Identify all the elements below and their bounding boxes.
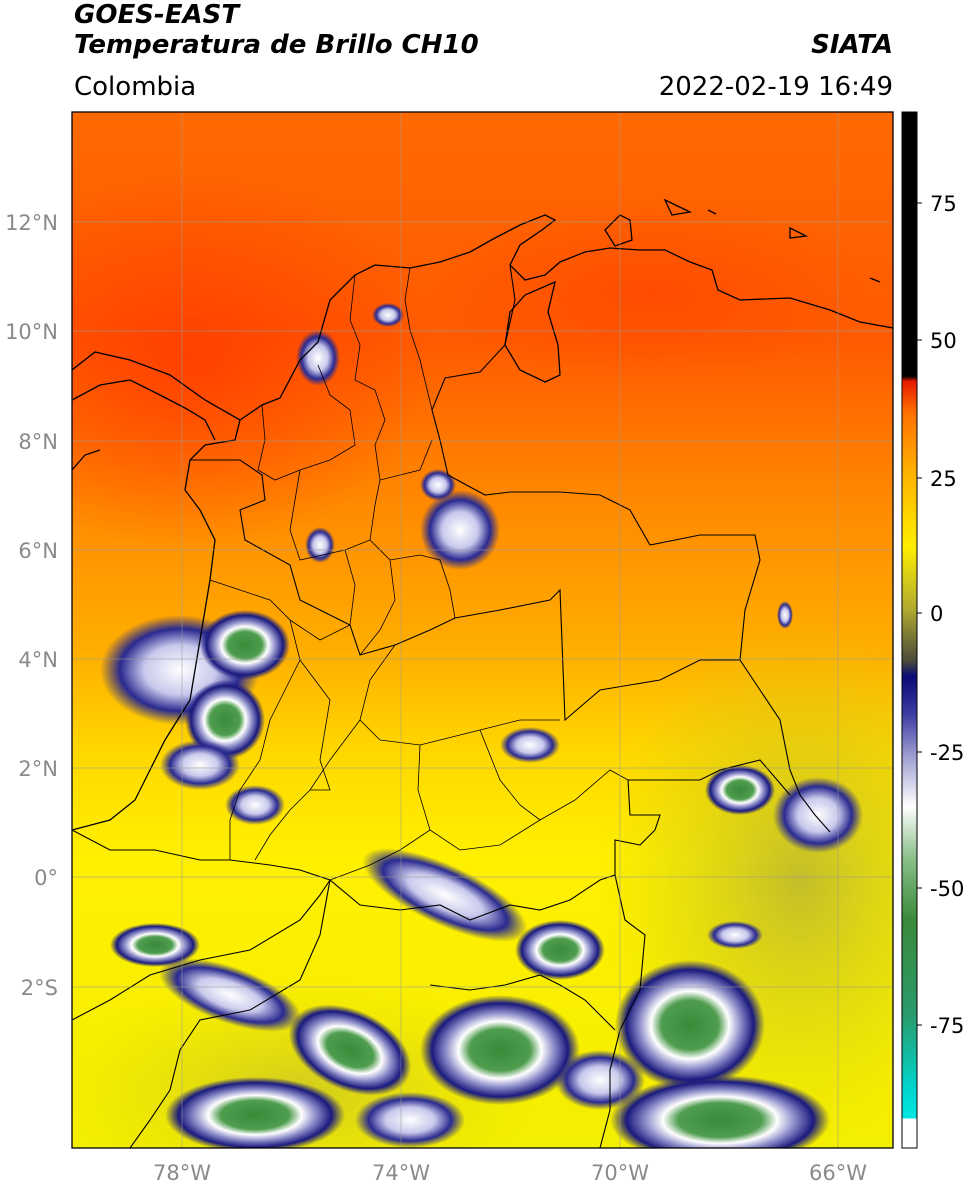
colorbar-tick-minus75: -75	[930, 1014, 964, 1038]
colorbar-tick-0: 0	[930, 602, 943, 626]
datetime-label: 2022-02-19 16:49	[658, 72, 893, 102]
lat-tick-labels: 12°N 10°N 8°N 6°N 4°N 2°N 0° 2°S	[5, 211, 58, 1000]
lat-tick-0: 0°	[34, 866, 58, 890]
lat-tick-8n: 8°N	[18, 430, 58, 454]
warm-area-caribbean	[72, 170, 430, 550]
colorbar-tick-minus25: -25	[930, 741, 964, 765]
lat-tick-2s: 2°S	[21, 976, 58, 1000]
source-label: SIATA	[811, 30, 893, 60]
colorbar-strip	[901, 111, 918, 1149]
lat-tick-12n: 12°N	[5, 211, 58, 235]
map-title-line1: GOES-EAST	[74, 0, 240, 30]
lon-tick-labels: 78°W 74°W 70°W 66°W	[153, 1161, 867, 1185]
map-title-line2: Temperatura de Brillo CH10	[74, 30, 479, 60]
lon-tick-70w: 70°W	[591, 1161, 649, 1185]
lat-tick-6n: 6°N	[18, 539, 58, 563]
coastlines	[72, 198, 893, 831]
lat-tick-2n: 2°N	[18, 757, 58, 781]
lat-tick-4n: 4°N	[18, 648, 58, 672]
graticule	[72, 112, 893, 1148]
lon-tick-66w: 66°W	[809, 1161, 867, 1185]
colorbar-tick-25: 25	[930, 467, 957, 491]
colorbar-tick-75: 75	[930, 192, 957, 216]
cloud-cells	[100, 303, 863, 1148]
colorbar: 75 50 25 0 -25 -50 -75	[901, 111, 964, 1149]
colorbar-tick-minus50: -50	[930, 877, 964, 901]
department-borders	[209, 267, 629, 881]
lon-tick-74w: 74°W	[372, 1161, 430, 1185]
lon-tick-78w: 78°W	[153, 1161, 211, 1185]
map-frame	[71, 111, 894, 1149]
warm-area-venezuela	[430, 200, 870, 380]
region-label: Colombia	[74, 72, 197, 102]
borders	[72, 264, 831, 1148]
lat-tick-10n: 10°N	[5, 320, 58, 344]
colorbar-tick-50: 50	[930, 329, 957, 353]
